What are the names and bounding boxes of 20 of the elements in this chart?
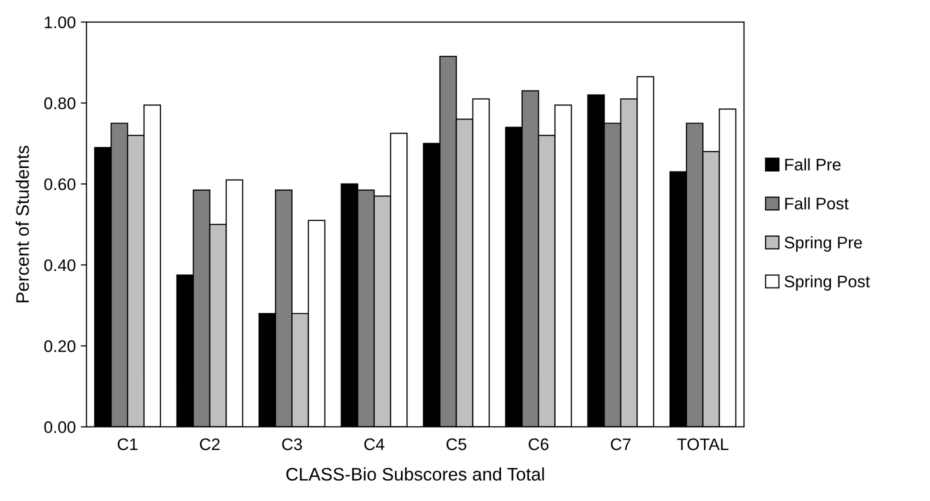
x-tick-label: C6	[528, 438, 548, 450]
x-tick-label: C3	[282, 438, 302, 450]
x-tick-label: C4	[364, 438, 384, 450]
y-tick-label: 0.40	[44, 259, 76, 272]
y-tick-label: 0.60	[44, 178, 76, 190]
legend-label: Fall Post	[785, 197, 849, 210]
legend-label: Spring Post	[784, 275, 870, 291]
x-axis-title: CLASS-Bio Subscores and Total	[286, 467, 544, 481]
legend-label: Spring Pre	[784, 236, 862, 252]
x-tick-label: C1	[118, 438, 138, 450]
x-tick-label: C2	[200, 438, 220, 450]
y-axis-title: Percent of Students	[16, 146, 29, 302]
y-tick-label: 0.00	[44, 421, 76, 434]
y-tick-label: 0.20	[44, 340, 76, 352]
x-tick-label: C5	[446, 438, 466, 450]
y-tick-label: 0.80	[44, 97, 76, 110]
x-tick-label: C7	[610, 438, 631, 450]
y-tick-label: 1.00	[44, 16, 76, 28]
x-tick-label: TOTAL	[677, 438, 728, 450]
legend-label: Fall Pre	[785, 158, 841, 171]
